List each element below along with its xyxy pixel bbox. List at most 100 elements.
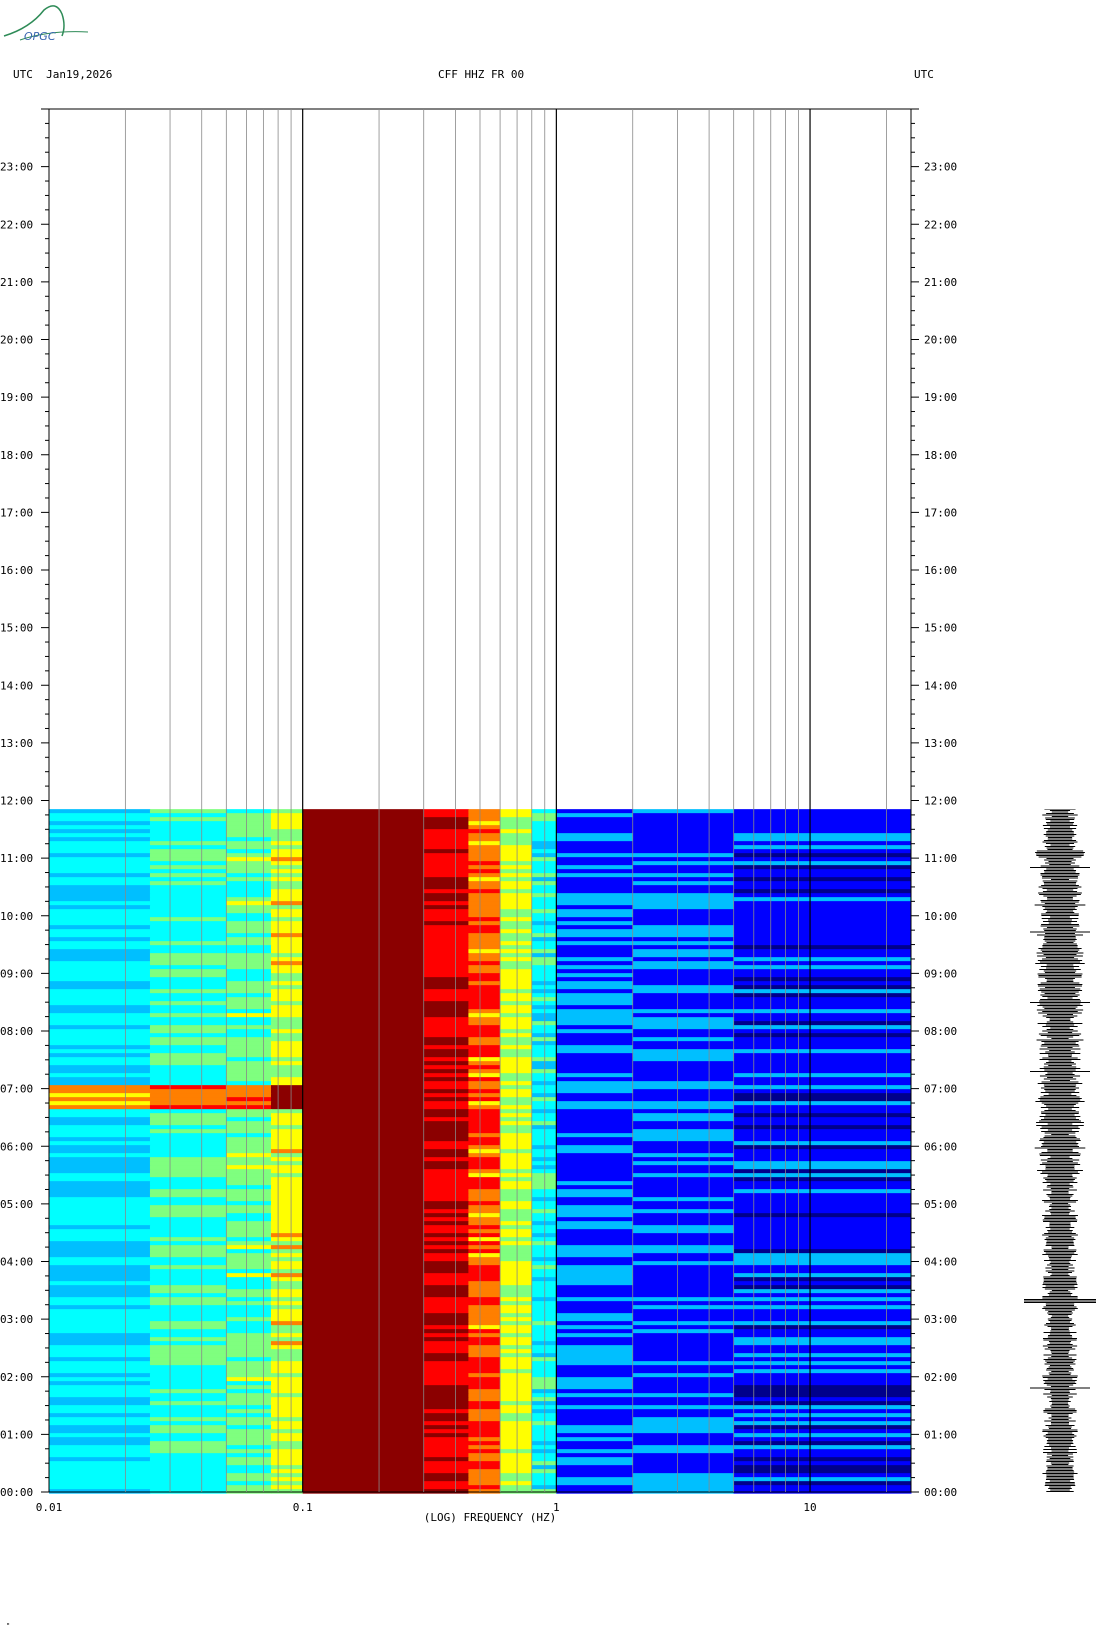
spectrogram-cell bbox=[270, 861, 304, 866]
spectrogram-cell bbox=[556, 901, 634, 906]
spectrogram-cell bbox=[226, 1161, 272, 1166]
spectrogram-cell bbox=[733, 1121, 912, 1126]
spectrogram-cell bbox=[226, 901, 272, 906]
spectrogram-cell bbox=[632, 1361, 735, 1366]
spectrogram-cell bbox=[733, 1297, 912, 1302]
spectrogram-cell bbox=[468, 1425, 501, 1430]
spectrogram-cell bbox=[423, 1477, 469, 1482]
spectrogram-cell bbox=[149, 1469, 227, 1474]
spectrogram-cell bbox=[226, 1357, 272, 1362]
spectrogram-cell bbox=[468, 981, 501, 986]
spectrogram-cell bbox=[302, 1081, 425, 1086]
spectrogram-cell bbox=[733, 1453, 912, 1458]
spectrogram-cell bbox=[468, 1029, 501, 1034]
spectrogram-cell bbox=[531, 1301, 557, 1306]
spectrogram-cell bbox=[302, 1385, 425, 1390]
spectrogram-cell bbox=[556, 1117, 634, 1122]
spectrogram-cell bbox=[302, 861, 425, 866]
spectrogram-cell bbox=[149, 897, 227, 902]
spectrogram-cell bbox=[270, 1301, 304, 1306]
spectrogram-cell bbox=[556, 1097, 634, 1102]
spectrogram-cell bbox=[49, 1117, 151, 1122]
spectrogram-cell bbox=[531, 1313, 557, 1318]
spectrogram-cell bbox=[556, 1085, 634, 1090]
spectrogram-cell bbox=[302, 1273, 425, 1278]
spectrogram-cell bbox=[423, 829, 469, 834]
spectrogram-cell bbox=[556, 941, 634, 946]
spectrogram-cell bbox=[733, 1041, 912, 1046]
spectrogram-cell bbox=[556, 1037, 634, 1042]
spectrogram-cell bbox=[423, 1365, 469, 1370]
spectrogram-cell bbox=[270, 849, 304, 854]
spectrogram-cell bbox=[468, 1361, 501, 1366]
header-station-label: CFF HHZ FR 00 bbox=[438, 68, 525, 81]
spectrogram-cell bbox=[423, 1133, 469, 1138]
spectrogram-cell bbox=[226, 933, 272, 938]
spectrogram-cell bbox=[226, 1117, 272, 1122]
spectrogram-cell bbox=[531, 977, 557, 982]
spectrogram-cell bbox=[632, 1317, 735, 1322]
spectrogram-cell bbox=[226, 985, 272, 990]
spectrogram-cell bbox=[302, 1161, 425, 1166]
spectrogram-cell bbox=[49, 1021, 151, 1026]
spectrogram-cell bbox=[270, 1113, 304, 1118]
spectrogram-cell bbox=[531, 873, 557, 878]
spectrogram-cell bbox=[49, 1405, 151, 1410]
spectrogram-cell bbox=[49, 1373, 151, 1378]
spectrogram-cell bbox=[733, 1201, 912, 1206]
spectrogram-cell bbox=[632, 1173, 735, 1178]
spectrogram-cell bbox=[531, 1413, 557, 1418]
spectrogram-cell bbox=[49, 1381, 151, 1386]
spectrogram-cell bbox=[500, 1157, 533, 1162]
spectrogram-cell bbox=[531, 1089, 557, 1094]
spectrogram-cell bbox=[302, 1465, 425, 1470]
spectrogram-cell bbox=[556, 1077, 634, 1082]
spectrogram-cell bbox=[468, 1289, 501, 1294]
spectrogram-cell bbox=[302, 1025, 425, 1030]
spectrogram-cell bbox=[531, 1241, 557, 1246]
spectrogram-cell bbox=[226, 1337, 272, 1342]
spectrogram-cell bbox=[49, 1189, 151, 1194]
spectrogram-cell bbox=[49, 865, 151, 870]
spectrogram-cell bbox=[302, 1337, 425, 1342]
spectrogram-cell bbox=[302, 1433, 425, 1438]
spectrogram-cell bbox=[500, 989, 533, 994]
spectrogram-cell bbox=[733, 1409, 912, 1414]
spectrogram-cell bbox=[556, 1385, 634, 1390]
y-tick-label-left: 22:00 bbox=[0, 218, 33, 231]
spectrogram-cell bbox=[531, 1265, 557, 1270]
spectrogram-cell bbox=[423, 1345, 469, 1350]
spectrogram-cell bbox=[423, 1441, 469, 1446]
spectrogram-cell bbox=[531, 1485, 557, 1490]
spectrogram-cell bbox=[556, 893, 634, 898]
spectrogram-cell bbox=[733, 1257, 912, 1262]
spectrogram-cell bbox=[632, 1049, 735, 1054]
spectrogram-cell bbox=[226, 1061, 272, 1066]
spectrogram-cell bbox=[302, 1085, 425, 1090]
spectrogram-cell bbox=[632, 925, 735, 930]
spectrogram-cell bbox=[733, 1025, 912, 1030]
spectrogram-cell bbox=[49, 829, 151, 834]
spectrogram-cell bbox=[49, 1309, 151, 1314]
spectrogram-cell bbox=[423, 853, 469, 858]
spectrogram-cell bbox=[226, 929, 272, 934]
spectrogram-cell bbox=[632, 1461, 735, 1466]
spectrogram-cell bbox=[733, 1261, 912, 1266]
spectrogram-cell bbox=[49, 1077, 151, 1082]
spectrogram-cell bbox=[632, 965, 735, 970]
spectrogram-cell bbox=[733, 1153, 912, 1158]
spectrogram-cell bbox=[423, 977, 469, 982]
spectrogram-cell bbox=[49, 1297, 151, 1302]
spectrogram-cell bbox=[468, 909, 501, 914]
spectrogram-cell bbox=[49, 1461, 151, 1466]
spectrogram-cell bbox=[226, 1413, 272, 1418]
spectrogram-cell bbox=[226, 1461, 272, 1466]
spectrogram-cell bbox=[302, 957, 425, 962]
spectrogram-cell bbox=[531, 1021, 557, 1026]
spectrogram-cell bbox=[226, 1393, 272, 1398]
spectrogram-cell bbox=[423, 1105, 469, 1110]
spectrogram-cell bbox=[270, 989, 304, 994]
spectrogram-cell bbox=[500, 1201, 533, 1206]
spectrogram-cell bbox=[733, 1017, 912, 1022]
spectrogram-cell bbox=[270, 945, 304, 950]
